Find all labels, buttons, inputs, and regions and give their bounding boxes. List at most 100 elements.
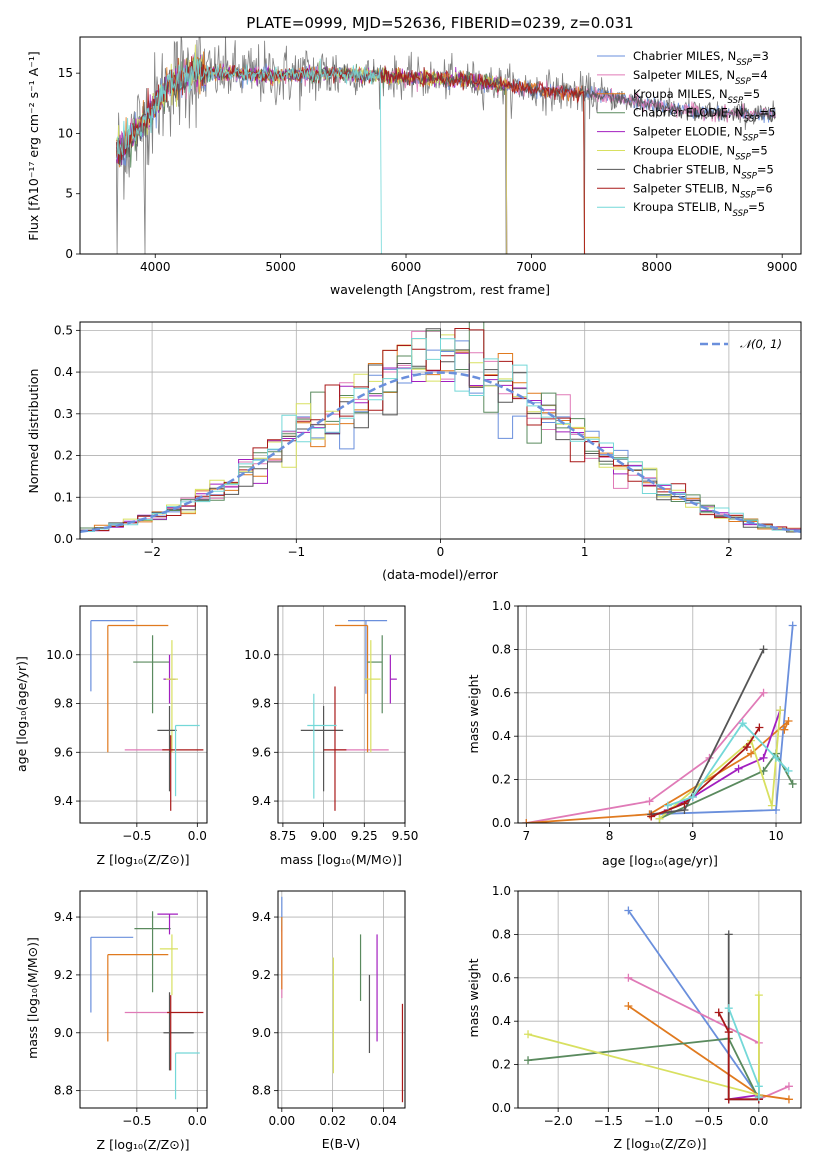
plus-marker bbox=[663, 801, 672, 810]
mass-vs-metallicity-panel: −0.5 0.0 8.8 9.0 9.2 9.4 bbox=[54, 890, 208, 1128]
x-tick-label: 8.75 bbox=[270, 829, 297, 843]
plus-marker bbox=[524, 1056, 533, 1065]
x-tick-label: −2.0 bbox=[544, 1114, 573, 1128]
y-tick-label: 0.2 bbox=[492, 1058, 511, 1072]
plus-marker bbox=[784, 1095, 793, 1104]
x-tick-label: −0.5 bbox=[122, 829, 151, 843]
x-tick-label: 0 bbox=[437, 545, 445, 559]
axes-frame bbox=[79, 36, 802, 255]
plus-marker bbox=[755, 723, 764, 732]
y-tick-label: 9.6 bbox=[54, 745, 73, 759]
plot-area bbox=[300, 620, 397, 811]
x-tick-label: 0.04 bbox=[370, 1114, 397, 1128]
plot-area bbox=[80, 322, 801, 535]
y-tick-label: 0.0 bbox=[492, 1101, 511, 1115]
plus-marker bbox=[747, 749, 756, 758]
mass-weight-line bbox=[651, 649, 765, 816]
legend-entry: Kroupa STELIB, NSSP=5 bbox=[633, 200, 765, 219]
legend-entry: 𝒩(0, 1) bbox=[740, 337, 782, 351]
y-tick-label: 0.4 bbox=[54, 365, 73, 379]
y-tick-label: 9.0 bbox=[252, 1026, 271, 1040]
x-tick-label: −1 bbox=[287, 545, 305, 559]
spectrum-model-line bbox=[115, 55, 382, 254]
axes-frame bbox=[277, 605, 406, 824]
mass-weight-line bbox=[650, 727, 761, 818]
x-tick-label: 8000 bbox=[642, 260, 673, 274]
plus-marker bbox=[788, 621, 797, 630]
plus-marker bbox=[780, 725, 789, 734]
mass-weight-line bbox=[527, 995, 760, 1097]
plus-marker bbox=[724, 1004, 733, 1013]
legend-entry: Kroupa ELODIE, NSSP=5 bbox=[633, 144, 768, 163]
x-tick-label: 7000 bbox=[516, 260, 547, 274]
axes-frame bbox=[277, 890, 406, 1109]
y-tick-label: 9.2 bbox=[54, 968, 73, 982]
y-tick-label: 9.8 bbox=[54, 697, 73, 711]
ebv-xlabel: E(B-V) bbox=[322, 1136, 361, 1151]
y-tick-label: 0.8 bbox=[492, 642, 511, 656]
plus-marker bbox=[724, 930, 733, 939]
y-tick-label: 0.6 bbox=[492, 686, 511, 700]
y-tick-label: 9.4 bbox=[54, 910, 73, 924]
mwAge-ylabel: mass weight bbox=[466, 674, 481, 753]
x-tick-label: 9.50 bbox=[392, 829, 419, 843]
plot-area bbox=[524, 906, 793, 1104]
x-tick-label: 9.00 bbox=[310, 829, 337, 843]
axes-frame bbox=[517, 890, 802, 1109]
y-tick-label: 9.8 bbox=[252, 697, 271, 711]
ageZ-ylabel: age [log₁₀(age/yr)] bbox=[14, 656, 29, 772]
y-tick-label: 1.0 bbox=[492, 884, 511, 898]
y-tick-label: 10 bbox=[58, 126, 73, 140]
y-tick-label: 5 bbox=[65, 187, 73, 201]
y-tick-label: 0.0 bbox=[492, 816, 511, 830]
age-vs-metallicity-panel: −0.5 0.0 9.4 9.6 9.8 10.0 bbox=[46, 605, 208, 843]
plus-marker bbox=[522, 819, 531, 823]
x-tick-label: 5000 bbox=[265, 260, 296, 274]
mwZ-ylabel: mass weight bbox=[466, 958, 481, 1037]
y-tick-label: 9.6 bbox=[252, 745, 271, 759]
spectrum-model-line bbox=[115, 56, 586, 254]
x-tick-label: 0.0 bbox=[188, 1114, 207, 1128]
residual-histogram-panel: −2 −1 0 1 2 0.0 0.1 0.2 0.3 0.4 0.5 𝒩(0, 1) bbox=[54, 321, 802, 559]
x-tick-label: 8 bbox=[606, 829, 614, 843]
plus-marker bbox=[524, 1030, 533, 1039]
mwAge-xlabel: age [log₁₀(age/yr)] bbox=[602, 853, 718, 868]
figure-title: PLATE=0999, MJD=52636, FIBERID=0239, z=0… bbox=[246, 14, 633, 32]
plus-marker bbox=[645, 797, 654, 806]
plus-marker bbox=[624, 906, 633, 915]
y-tick-label: 0.6 bbox=[492, 971, 511, 985]
y-tick-label: 9.2 bbox=[252, 968, 271, 982]
y-tick-label: 0.4 bbox=[492, 1014, 511, 1028]
plus-marker bbox=[754, 1093, 763, 1102]
y-tick-label: 9.4 bbox=[54, 794, 73, 808]
axes-frame bbox=[79, 890, 208, 1109]
mass-weight-line bbox=[659, 751, 794, 820]
y-tick-label: 8.8 bbox=[54, 1084, 73, 1098]
plus-marker bbox=[624, 973, 633, 982]
legend-entry: Salpeter STELIB, NSSP=6 bbox=[633, 181, 773, 200]
y-tick-label: 0.3 bbox=[54, 407, 73, 421]
plus-marker bbox=[754, 991, 763, 1000]
plot-area bbox=[522, 621, 797, 823]
axes-frame bbox=[79, 321, 802, 540]
gaussian-curve bbox=[80, 371, 801, 533]
massweight-vs-age-panel: 7 8 9 10 0.0 0.2 0.4 0.6 0.8 1.0 bbox=[492, 599, 802, 843]
plus-marker bbox=[724, 1095, 733, 1104]
legend-entry: Chabrier MILES, NSSP=3 bbox=[633, 49, 769, 68]
mass-weight-line bbox=[717, 1012, 759, 1101]
plus-marker bbox=[784, 766, 793, 775]
axes-frame bbox=[517, 605, 802, 824]
x-tick-label: 0.0 bbox=[749, 1114, 768, 1128]
plus-marker bbox=[759, 688, 768, 697]
y-tick-label: 0.4 bbox=[492, 729, 511, 743]
plus-marker bbox=[647, 812, 656, 821]
x-tick-label: 10 bbox=[768, 829, 783, 843]
hist-xlabel: (data-model)/error bbox=[382, 567, 499, 582]
plus-marker bbox=[772, 805, 781, 814]
mass-vs-ebv-panel: 0.00 0.02 0.04 8.8 9.0 9.2 9.4 bbox=[252, 890, 406, 1128]
mwZ-xlabel: Z [log₁₀(Z/Z⊙)] bbox=[614, 1136, 707, 1151]
legend-entry: Salpeter MILES, NSSP=4 bbox=[633, 68, 768, 87]
plus-marker bbox=[724, 1028, 733, 1037]
x-tick-label: 9000 bbox=[767, 260, 798, 274]
